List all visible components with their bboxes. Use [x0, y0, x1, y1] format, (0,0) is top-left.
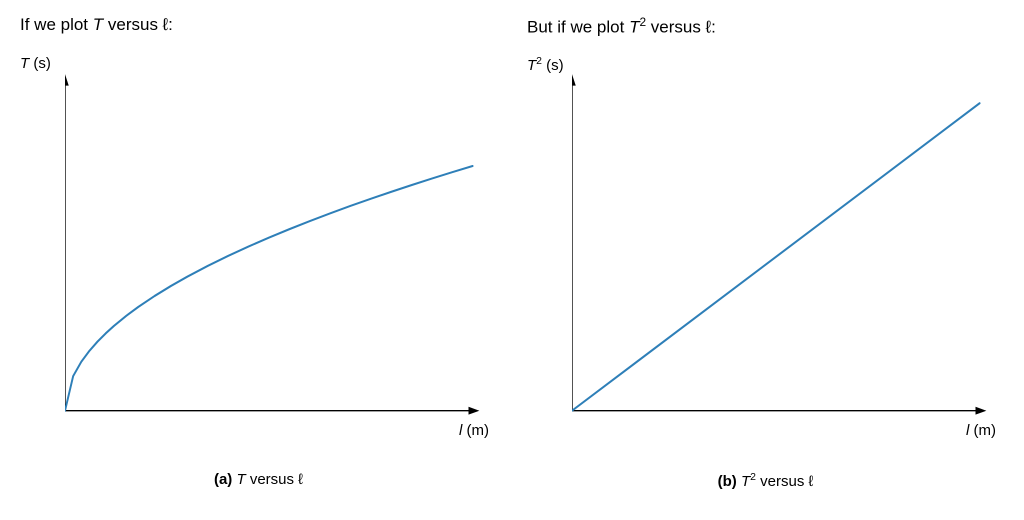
- left-caption: (a) T versus ℓ: [20, 471, 497, 488]
- left-panel: If we plot T versus ℓ: T (s) l (m) (a) T…: [20, 15, 497, 490]
- left-x-axis-label: l (m): [459, 422, 489, 439]
- left-panel-title: If we plot T versus ℓ:: [20, 15, 497, 39]
- right-y-axis-label: T2 (s): [527, 55, 564, 74]
- right-panel-title: But if we plot T2 versus ℓ:: [527, 15, 1004, 39]
- right-chart-area: T2 (s) l (m): [527, 49, 1004, 469]
- right-caption: (b) T2 versus ℓ: [527, 471, 1004, 490]
- left-chart: [65, 71, 492, 421]
- right-chart: [572, 71, 999, 421]
- left-y-axis-label: T (s): [20, 55, 51, 72]
- right-x-axis-label: l (m): [966, 422, 996, 439]
- left-chart-area: T (s) l (m): [20, 49, 497, 469]
- right-panel: But if we plot T2 versus ℓ: T2 (s) l (m)…: [527, 15, 1004, 490]
